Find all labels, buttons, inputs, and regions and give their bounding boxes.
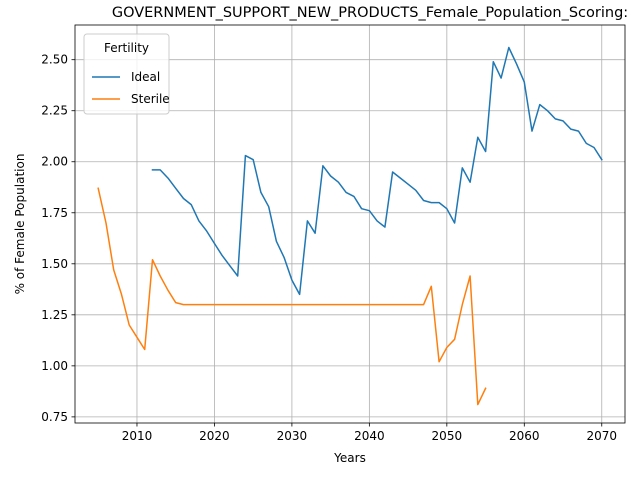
legend: Fertility Ideal Sterile bbox=[83, 33, 170, 115]
x-tick-label: 2010 bbox=[122, 429, 153, 443]
series-layer bbox=[97, 46, 603, 406]
y-axis-ticks: 0.75 1.00 1.25 1.50 1.75 2.00 2.25 2.50 bbox=[41, 53, 75, 424]
x-tick-label: 2050 bbox=[432, 429, 463, 443]
legend-title: Fertility bbox=[104, 41, 149, 55]
y-tick-label: 2.50 bbox=[41, 53, 68, 67]
x-axis-label: Years bbox=[333, 451, 366, 465]
axes-frame bbox=[74, 24, 626, 424]
y-axis-label: % of Female Population bbox=[13, 154, 27, 295]
y-tick-label: 1.50 bbox=[41, 257, 68, 271]
grid-lines bbox=[75, 25, 625, 423]
series-line-ideal bbox=[151, 46, 603, 296]
x-tick-label: 2030 bbox=[277, 429, 308, 443]
legend-box bbox=[83, 33, 170, 115]
legend-items: Ideal Sterile bbox=[92, 70, 170, 106]
y-tick-label: 2.00 bbox=[41, 155, 68, 169]
series-line-sterile bbox=[97, 187, 487, 406]
x-axis-ticks: 2010 2020 2030 2040 2050 2060 2070 bbox=[122, 423, 617, 443]
y-tick-label: 1.25 bbox=[41, 308, 68, 322]
legend-label-sterile: Sterile bbox=[131, 92, 170, 106]
x-tick-label: 2020 bbox=[199, 429, 230, 443]
y-tick-label: 0.75 bbox=[41, 410, 68, 424]
chart-title: GOVERNMENT_SUPPORT_NEW_PRODUCTS_Female_P… bbox=[112, 5, 628, 21]
y-tick-label: 1.00 bbox=[41, 359, 68, 373]
legend-label-ideal: Ideal bbox=[131, 70, 160, 84]
y-tick-label: 2.25 bbox=[41, 104, 68, 118]
x-tick-label: 2060 bbox=[509, 429, 540, 443]
x-tick-label: 2070 bbox=[586, 429, 617, 443]
y-tick-label: 1.75 bbox=[41, 206, 68, 220]
x-tick-label: 2040 bbox=[354, 429, 385, 443]
